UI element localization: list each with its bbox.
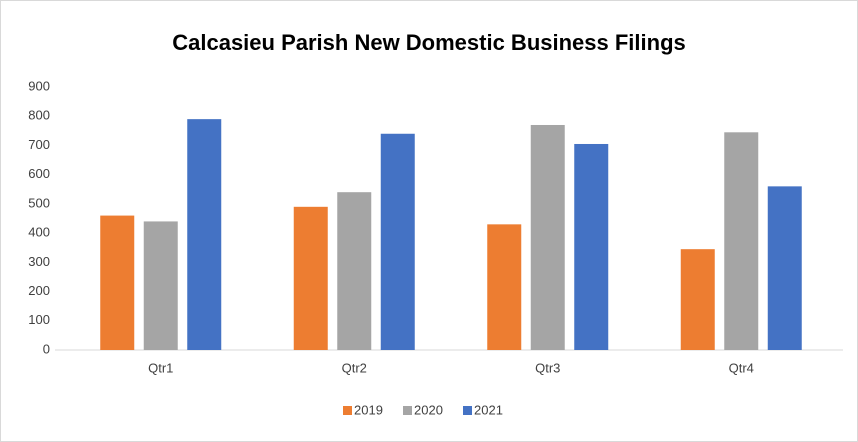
legend-label: 2020: [414, 402, 443, 417]
x-tick-label: Qtr1: [148, 360, 173, 375]
bar: [100, 215, 135, 350]
y-tick-label: 600: [28, 166, 50, 181]
bar: [680, 249, 715, 350]
bar: [337, 192, 372, 350]
y-tick-label: 400: [28, 225, 50, 240]
bar: [293, 206, 328, 350]
x-tick-label: Qtr3: [535, 360, 560, 375]
legend-swatch: [403, 406, 412, 415]
y-tick-label: 800: [28, 108, 50, 123]
bar: [574, 143, 609, 350]
x-tick-label: Qtr2: [342, 360, 367, 375]
y-tick-label: 300: [28, 254, 50, 269]
y-tick-label: 500: [28, 195, 50, 210]
y-tick-label: 0: [43, 341, 50, 356]
y-tick-label: 100: [28, 312, 50, 327]
legend-swatch: [463, 406, 472, 415]
legend-label: 2021: [474, 402, 503, 417]
bar: [487, 224, 522, 350]
y-tick-label: 700: [28, 137, 50, 152]
bar: [143, 221, 178, 350]
legend-label: 2019: [354, 402, 383, 417]
bar: [767, 186, 802, 350]
y-tick-label: 200: [28, 283, 50, 298]
bar: [380, 133, 415, 350]
bar: [724, 132, 759, 350]
chart-title: Calcasieu Parish New Domestic Business F…: [172, 30, 686, 55]
bar: [187, 119, 222, 351]
x-tick-label: Qtr4: [729, 360, 754, 375]
bar: [530, 124, 565, 350]
legend-swatch: [343, 406, 352, 415]
y-tick-label: 900: [28, 78, 50, 93]
